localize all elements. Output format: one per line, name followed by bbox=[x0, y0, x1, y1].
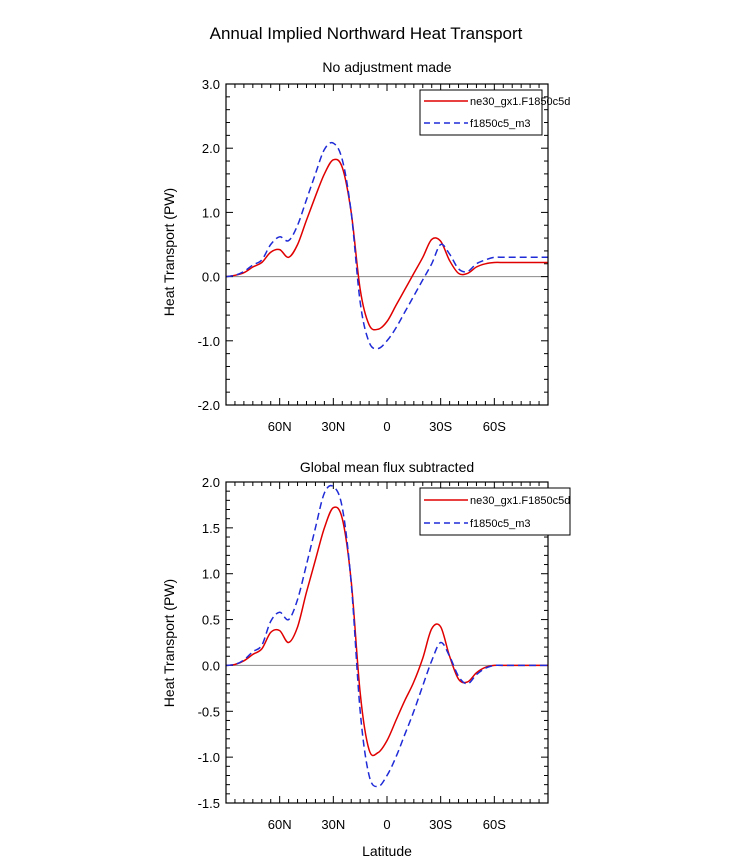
series-line-2 bbox=[225, 484, 548, 788]
y-tick-label: 2.0 bbox=[202, 141, 220, 156]
panel-title: Global mean flux subtracted bbox=[300, 459, 474, 475]
y-tick-label: 1.0 bbox=[202, 567, 220, 582]
panel-no-adjustment: No adjustment made Heat Transport (PW) -… bbox=[161, 59, 570, 434]
series-line-1 bbox=[225, 506, 548, 757]
plot-frame bbox=[225, 481, 549, 804]
x-axis-label: Latitude bbox=[362, 843, 412, 859]
x-tick-label: 30N bbox=[321, 817, 345, 832]
legend-label-series-2: f1850c5_m3 bbox=[470, 118, 531, 130]
series-line-2 bbox=[225, 141, 549, 350]
y-tick-label: 1.5 bbox=[202, 521, 220, 536]
y-tick-label: -0.5 bbox=[198, 704, 220, 719]
legend: ne30_gx1.F1850c5d f1850c5_m3 bbox=[419, 89, 570, 136]
legend: ne30_gx1.F1850c5d f1850c5_m3 bbox=[419, 487, 571, 536]
legend-box bbox=[419, 89, 543, 136]
legend-box bbox=[419, 487, 571, 536]
legend-label-series-1: ne30_gx1.F1850c5d bbox=[470, 495, 570, 507]
y-tick-label: 1.0 bbox=[202, 205, 220, 220]
y-tick-label: 0.5 bbox=[202, 613, 220, 628]
x-tick-label: 0 bbox=[383, 419, 390, 434]
x-tick-label: 30N bbox=[321, 419, 345, 434]
plot-frame bbox=[225, 83, 549, 406]
y-tick-label: 0.0 bbox=[202, 658, 220, 673]
figure-title: Annual Implied Northward Heat Transport bbox=[210, 24, 523, 43]
y-tick-label: -1.0 bbox=[198, 334, 220, 349]
y-tick-label: 3.0 bbox=[202, 77, 220, 92]
x-tick-label: 60S bbox=[483, 817, 506, 832]
series-line-1 bbox=[225, 158, 548, 331]
y-tick-label: -2.0 bbox=[198, 398, 220, 413]
x-tick-label: 60N bbox=[268, 419, 292, 434]
y-tick-label: -1.0 bbox=[198, 750, 220, 765]
y-tick-label: -1.5 bbox=[198, 796, 220, 811]
y-axis-label: Heat Transport (PW) bbox=[161, 188, 177, 316]
x-tick-label: 30S bbox=[429, 817, 452, 832]
x-tick-label: 0 bbox=[383, 817, 390, 832]
legend-label-series-2: f1850c5_m3 bbox=[470, 518, 531, 530]
x-tick-label: 60N bbox=[268, 817, 292, 832]
panel-title: No adjustment made bbox=[322, 59, 451, 75]
x-tick-label: 30S bbox=[429, 419, 452, 434]
y-axis-label: Heat Transport (PW) bbox=[161, 579, 177, 707]
x-tick-label: 60S bbox=[483, 419, 506, 434]
y-tick-label: 2.0 bbox=[202, 475, 220, 490]
y-tick-label: 0.0 bbox=[202, 270, 220, 285]
panel-global-mean-subtracted: Global mean flux subtracted Heat Transpo… bbox=[161, 459, 571, 859]
legend-label-series-1: ne30_gx1.F1850c5d bbox=[470, 96, 570, 108]
